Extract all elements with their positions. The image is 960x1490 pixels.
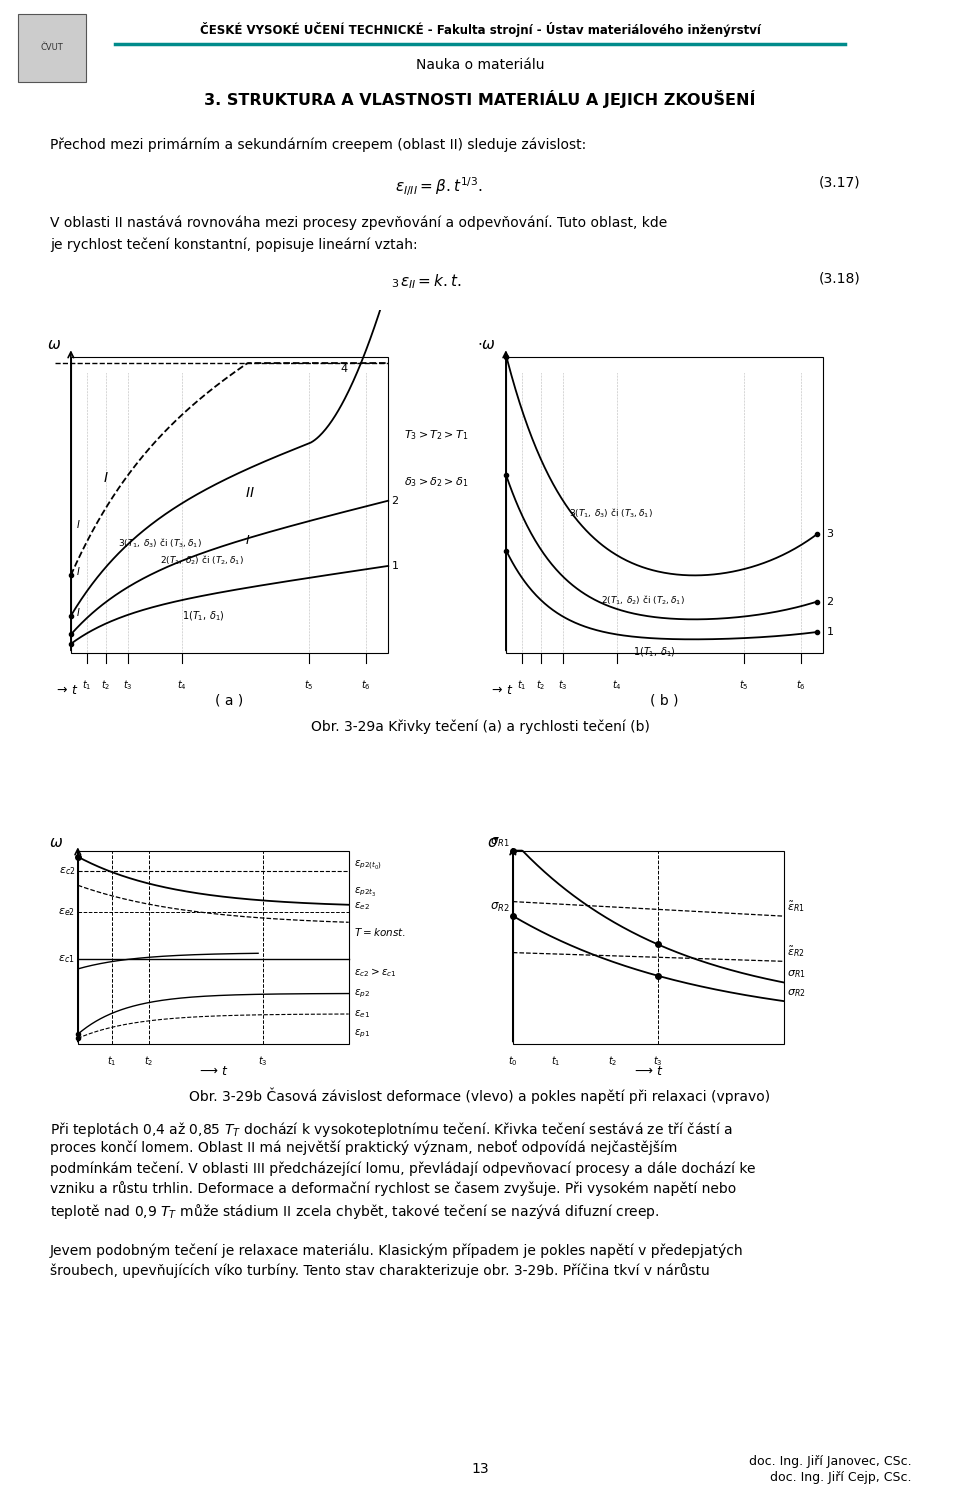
Text: $\varepsilon_{I/II} = \beta. t^{1/3}.$: $\varepsilon_{I/II} = \beta. t^{1/3}.$ — [395, 174, 483, 198]
Text: $T = konst.$: $T = konst.$ — [354, 927, 406, 939]
Text: Obr. 3-29b Časová závislost deformace (vlevo) a pokles napětí při relaxaci (vpra: Obr. 3-29b Časová závislost deformace (v… — [189, 1088, 771, 1104]
Text: $\longrightarrow\, t$: $\longrightarrow\, t$ — [197, 1065, 229, 1077]
Text: 1: 1 — [392, 560, 398, 571]
Text: je rychlost tečení konstantní, popisuje lineární vztah:: je rychlost tečení konstantní, popisuje … — [50, 237, 418, 252]
Text: $\varepsilon_{e2}$: $\varepsilon_{e2}$ — [58, 906, 75, 918]
Text: $t_1$: $t_1$ — [108, 1055, 117, 1068]
Text: ČVUT: ČVUT — [40, 43, 63, 52]
Text: Jevem podobným tečení je relaxace materiálu. Klasickým případem je pokles napětí: Jevem podobným tečení je relaxace materi… — [50, 1243, 744, 1258]
Text: $t_1$: $t_1$ — [551, 1055, 561, 1068]
Text: podmínkám tečení. V oblasti III předcházející lomu, převládají odpevňovací proce: podmínkám tečení. V oblasti III předcház… — [50, 1161, 756, 1176]
Text: $\sigma_{R1}$: $\sigma_{R1}$ — [786, 968, 805, 980]
Text: $\omega$: $\omega$ — [47, 337, 61, 352]
Bar — [71, 356, 388, 653]
Text: (3.17): (3.17) — [818, 174, 860, 189]
Text: $\varepsilon_{p2}$: $\varepsilon_{p2}$ — [354, 988, 371, 1000]
Text: $\varepsilon_{c2}$: $\varepsilon_{c2}$ — [59, 866, 75, 878]
Text: proces končí lomem. Oblast II má největší praktický význam, neboť odpovídá nejča: proces končí lomem. Oblast II má největš… — [50, 1140, 678, 1155]
Text: V oblasti II nastává rovnováha mezi procesy zpevňování a odpevňování. Tuto oblas: V oblasti II nastává rovnováha mezi proc… — [50, 215, 667, 229]
Text: $t_0$: $t_0$ — [508, 1055, 517, 1068]
Bar — [18, 13, 86, 82]
Text: Nauka o materiálu: Nauka o materiálu — [416, 58, 544, 72]
Text: 1: 1 — [827, 627, 833, 638]
Text: $t_6$: $t_6$ — [361, 678, 371, 691]
Bar — [78, 851, 348, 1044]
Text: $I$: $I$ — [246, 533, 251, 547]
Text: $T_3>T_2>T_1$: $T_3>T_2>T_1$ — [404, 428, 468, 441]
Text: 4: 4 — [341, 364, 348, 374]
Text: $\sigma$: $\sigma$ — [487, 834, 498, 849]
Text: $t_4$: $t_4$ — [177, 678, 187, 691]
Text: vzniku a růstu trhlin. Deformace a deformační rychlost se časem zvyšuje. Při vys: vzniku a růstu trhlin. Deformace a defor… — [50, 1182, 736, 1196]
Text: $\sigma_{R2}$: $\sigma_{R2}$ — [786, 988, 805, 1000]
Text: $\tilde{\varepsilon}_{R2}$: $\tilde{\varepsilon}_{R2}$ — [786, 945, 804, 960]
Text: $I$: $I$ — [103, 471, 108, 484]
Text: ( a ): ( a ) — [215, 694, 244, 708]
Text: Při teplotách 0,4 až 0,85 $T_T$ dochází k vysokoteplotnímu tečení. Křivka tečení: Při teplotách 0,4 až 0,85 $T_T$ dochází … — [50, 1120, 732, 1138]
Text: $t_3$: $t_3$ — [123, 678, 132, 691]
Text: $\sigma_{R2}$: $\sigma_{R2}$ — [491, 901, 510, 913]
Text: $\rightarrow\, t$: $\rightarrow\, t$ — [489, 684, 514, 697]
Bar — [513, 851, 783, 1044]
Text: $3(T_1,\,\delta_3)$ či $(T_3,\delta_1)$: $3(T_1,\,\delta_3)$ či $(T_3,\delta_1)$ — [118, 536, 203, 550]
Text: teplotě nad 0,9 $T_T$ může stádium II zcela chybět, takové tečení se nazývá difu: teplotě nad 0,9 $T_T$ může stádium II zc… — [50, 1202, 660, 1220]
Text: $t_2$: $t_2$ — [608, 1055, 617, 1068]
Text: $t_4$: $t_4$ — [612, 678, 622, 691]
Text: $2(T_1,\,\delta_2)$ či $(T_2,\delta_1)$: $2(T_1,\,\delta_2)$ či $(T_2,\delta_1)$ — [601, 593, 685, 606]
Text: 3. STRUKTURA A VLASTNOSTI MATERIÁLU A JEJICH ZKOUŠENÍ: 3. STRUKTURA A VLASTNOSTI MATERIÁLU A JE… — [204, 89, 756, 107]
Text: $t_1$: $t_1$ — [82, 678, 91, 691]
Text: $I$: $I$ — [76, 519, 81, 530]
Text: $t_5$: $t_5$ — [304, 678, 314, 691]
Text: $1(T_1,\,\delta_1)$: $1(T_1,\,\delta_1)$ — [182, 609, 225, 623]
Text: $2(T_1,\,\delta_2)$ či $(T_2,\delta_1)$: $2(T_1,\,\delta_2)$ či $(T_2,\delta_1)$ — [159, 554, 244, 568]
Text: $t_2$: $t_2$ — [101, 678, 110, 691]
Text: $\tilde{\varepsilon}_{R1}$: $\tilde{\varepsilon}_{R1}$ — [786, 898, 804, 913]
Text: $\sigma_{R1}$: $\sigma_{R1}$ — [491, 836, 510, 849]
Text: $\varepsilon_{e1}$: $\varepsilon_{e1}$ — [354, 1007, 371, 1019]
Text: Obr. 3-29a Křivky tečení (a) a rychlosti tečení (b): Obr. 3-29a Křivky tečení (a) a rychlosti… — [311, 720, 649, 735]
Text: $\rightarrow\, t$: $\rightarrow\, t$ — [54, 684, 79, 697]
Text: $t_2$: $t_2$ — [144, 1055, 154, 1068]
Text: $\delta_3>\delta_2>\delta_1$: $\delta_3>\delta_2>\delta_1$ — [404, 475, 468, 489]
Text: 2: 2 — [827, 596, 833, 606]
Text: $t_3$: $t_3$ — [653, 1055, 662, 1068]
Text: $t_3$: $t_3$ — [258, 1055, 268, 1068]
Text: (3.18): (3.18) — [818, 273, 860, 286]
Text: doc. Ing. Jiří Cejp, CSc.: doc. Ing. Jiří Cejp, CSc. — [771, 1471, 912, 1484]
Text: Přechod mezi primárním a sekundárním creepem (oblast II) sleduje závislost:: Přechod mezi primárním a sekundárním cre… — [50, 139, 587, 152]
Text: $\varepsilon_{e2}$: $\varepsilon_{e2}$ — [354, 900, 371, 912]
Text: $I$: $I$ — [76, 565, 81, 577]
Text: $1(T_1,\,\delta_1)$: $1(T_1,\,\delta_1)$ — [633, 645, 676, 660]
Text: $\longrightarrow\, t$: $\longrightarrow\, t$ — [633, 1065, 664, 1077]
Text: ČESKÉ VYSOKÉ UČENÍ TECHNICKÉ - Fakulta strojní - Ústav materiálového inženýrství: ČESKÉ VYSOKÉ UČENÍ TECHNICKÉ - Fakulta s… — [200, 22, 760, 37]
Text: doc. Ing. Jiří Janovec, CSc.: doc. Ing. Jiří Janovec, CSc. — [750, 1456, 912, 1468]
Text: 13: 13 — [471, 1462, 489, 1477]
Text: $t_3$: $t_3$ — [558, 678, 567, 691]
Text: šroubech, upevňujících víko turbíny. Tento stav charakterizuje obr. 3-29b. Příči: šroubech, upevňujících víko turbíny. Ten… — [50, 1264, 709, 1278]
Text: $I$: $I$ — [76, 606, 81, 618]
Text: 3: 3 — [827, 529, 833, 539]
Text: $\varepsilon_{p2(t_0)}$: $\varepsilon_{p2(t_0)}$ — [354, 858, 383, 872]
Text: $t_6$: $t_6$ — [796, 678, 805, 691]
Text: $\varepsilon_{II} = k. t.$: $\varepsilon_{II} = k. t.$ — [400, 273, 462, 291]
Text: $t_1$: $t_1$ — [517, 678, 526, 691]
Text: $t_2$: $t_2$ — [536, 678, 545, 691]
Text: $\cdot\omega$: $\cdot\omega$ — [477, 337, 496, 352]
Text: ( b ): ( b ) — [650, 694, 679, 708]
Text: $3(T_1,\,\delta_3)$ či $(T_3,\delta_1)$: $3(T_1,\,\delta_3)$ či $(T_3,\delta_1)$ — [569, 507, 653, 520]
Text: $\varepsilon_{c1}$: $\varepsilon_{c1}$ — [59, 952, 75, 964]
Text: 3: 3 — [392, 279, 398, 289]
Bar — [506, 356, 824, 653]
Text: $II$: $II$ — [246, 486, 255, 501]
Text: $\varepsilon_{c2}>\varepsilon_{c1}$: $\varepsilon_{c2}>\varepsilon_{c1}$ — [354, 967, 397, 979]
Text: $\omega$: $\omega$ — [50, 834, 63, 849]
Text: $\varepsilon_{p1}$: $\varepsilon_{p1}$ — [354, 1028, 371, 1040]
Text: $t_5$: $t_5$ — [739, 678, 749, 691]
Text: 2: 2 — [392, 496, 398, 505]
Text: $\varepsilon_{p2t_3}$: $\varepsilon_{p2t_3}$ — [354, 885, 377, 898]
